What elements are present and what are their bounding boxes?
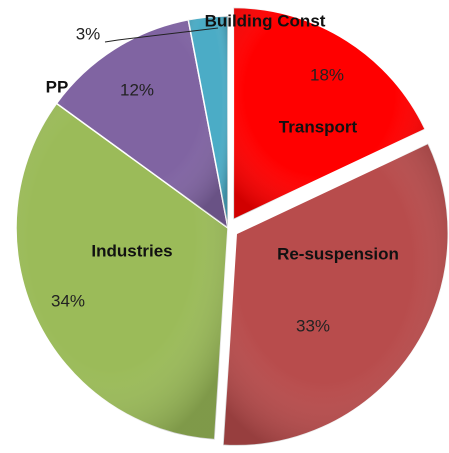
slice-shade: [222, 143, 449, 446]
leader-line: [104, 27, 219, 43]
slice-shade: [188, 16, 228, 228]
slice-name: Industries: [91, 241, 172, 260]
slice-name: Re-suspension: [277, 244, 399, 263]
slice-shade: [233, 7, 426, 220]
slice-percent: 34%: [51, 291, 85, 310]
slice-shade: [56, 19, 228, 229]
slice-percent: 18%: [310, 65, 344, 84]
pie: [15, 6, 449, 447]
slice-name: Transport: [279, 117, 358, 136]
slice-name: PP: [46, 77, 69, 96]
slice-name: Building Const: [205, 11, 326, 30]
slice-percent: 33%: [296, 316, 330, 335]
slice-percent: 12%: [120, 80, 154, 99]
slice-shade: [15, 103, 228, 440]
labels: Transport 18% Re-suspension 33% Industries 34…: [46, 11, 399, 335]
slice-percent: 3%: [76, 24, 101, 43]
